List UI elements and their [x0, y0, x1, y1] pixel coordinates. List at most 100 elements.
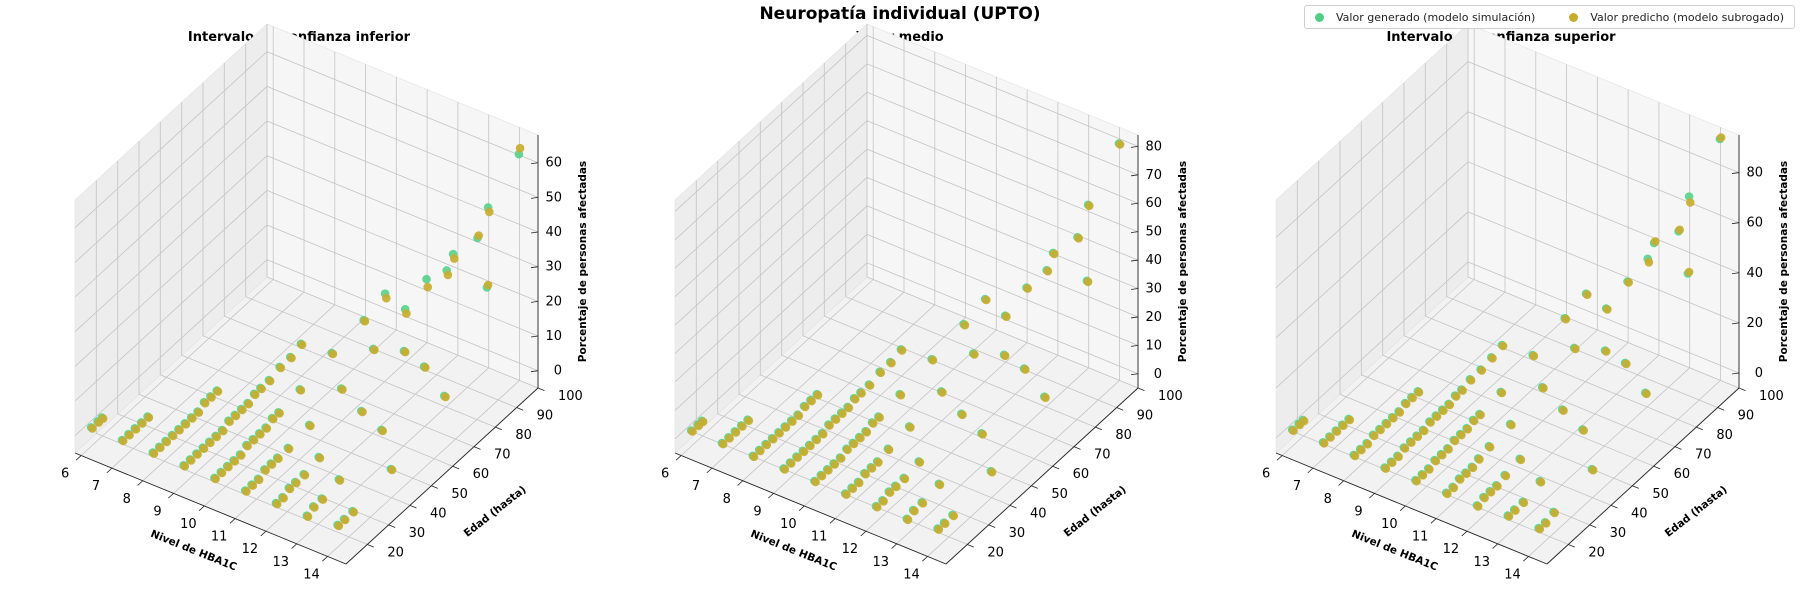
data-point: [1651, 237, 1660, 246]
data-point: [807, 396, 816, 406]
gridline-z: [674, 177, 1139, 354]
data-point: [856, 433, 865, 443]
legend: Valor generado (modelo simulación) Valor…: [1304, 5, 1796, 29]
data-point: [238, 405, 247, 415]
y-tick-label: 80: [1115, 428, 1132, 443]
gridline-y: [266, 24, 539, 389]
z-tick: [1130, 174, 1139, 177]
data-point: [915, 458, 925, 467]
y-axis-line: [945, 387, 1139, 565]
x-tick: [168, 493, 174, 499]
legend-marker-predicted: [1569, 12, 1579, 22]
data-point: [1443, 489, 1452, 499]
x-tick-label: 7: [92, 479, 100, 494]
data-point: [1507, 420, 1516, 430]
y-tick-label: 40: [430, 506, 447, 521]
data-point: [144, 413, 154, 422]
gridline-z: [1275, 261, 1740, 439]
data-point: [300, 470, 310, 480]
z-tick: [1130, 316, 1139, 319]
y-tick-label: 100: [1759, 389, 1784, 404]
data-point: [272, 499, 282, 509]
y-tick: [967, 544, 974, 548]
x-tick: [1307, 467, 1314, 474]
x-tick-label: 7: [692, 479, 700, 494]
data-point: [958, 410, 967, 420]
data-point: [825, 421, 834, 430]
data-point: [897, 346, 907, 355]
data-point: [515, 143, 525, 153]
x-tick: [106, 467, 113, 474]
data-point: [1504, 512, 1514, 521]
z-tick-label: 40: [1145, 253, 1162, 268]
data-point: [806, 441, 815, 451]
y-tick: [1568, 544, 1575, 548]
y-tick: [388, 524, 396, 528]
data-point: [1445, 400, 1455, 410]
y-tick: [1009, 504, 1017, 509]
data-point: [181, 420, 191, 429]
data-point: [756, 446, 765, 456]
data-point: [1455, 475, 1465, 484]
data-point: [896, 390, 906, 400]
z-tick: [530, 370, 539, 373]
data-point: [1541, 519, 1551, 528]
data-point: [1083, 277, 1093, 287]
data-point: [1536, 477, 1546, 487]
data-point: [1539, 383, 1548, 393]
data-point: [213, 387, 223, 396]
gridline-y: [117, 160, 389, 526]
x-tick-label: 11: [1412, 530, 1429, 545]
y-tick-label: 70: [1094, 448, 1111, 463]
z-tick-label: 60: [1746, 216, 1763, 231]
data-point: [918, 499, 928, 508]
legend-label-predicted: Valor predicho (modelo subrogado): [1590, 10, 1785, 24]
x-tick-label: 9: [153, 504, 161, 519]
data-point: [768, 434, 778, 444]
x-tick: [322, 556, 328, 562]
x-tick-label: 6: [61, 467, 69, 482]
x-tick-label: 11: [811, 530, 828, 545]
x-tick-label: 9: [1354, 504, 1362, 519]
data-point: [265, 376, 275, 386]
data-point: [885, 488, 895, 497]
data-point: [906, 423, 915, 432]
data-point: [744, 416, 754, 426]
z-tick: [1130, 145, 1139, 148]
data-point: [1462, 469, 1471, 479]
x-tick-label: 13: [872, 555, 889, 570]
y-tick: [431, 485, 438, 489]
gridline-z: [674, 120, 1139, 297]
data-point: [1408, 393, 1417, 403]
data-point: [838, 409, 847, 419]
z-tick-label: 80: [1145, 139, 1162, 154]
data-point: [1401, 399, 1411, 409]
data-point: [224, 462, 233, 472]
z-tick: [530, 266, 539, 269]
data-point: [387, 465, 397, 475]
data-point: [261, 466, 270, 475]
x-tick-label: 8: [1324, 492, 1332, 507]
y-tick-label: 100: [558, 389, 583, 404]
z-tick-label: 0: [1154, 367, 1162, 382]
z-tick-label: 10: [1145, 338, 1162, 353]
z-tick-label: 10: [545, 329, 562, 344]
data-point: [861, 469, 870, 479]
data-point: [887, 358, 896, 368]
x-tick: [706, 467, 713, 474]
data-point: [1041, 393, 1050, 403]
data-point: [1021, 365, 1030, 374]
gridline-z: [1275, 161, 1740, 339]
series-predicted: [1289, 133, 1726, 534]
data-point: [970, 350, 979, 359]
data-point: [236, 451, 246, 460]
data-point: [370, 345, 379, 355]
data-point: [987, 467, 997, 477]
data-point: [830, 460, 840, 469]
x-tick: [198, 505, 205, 512]
data-point: [831, 415, 841, 424]
data-point: [334, 521, 344, 531]
gridline-y: [866, 24, 1139, 389]
data-point: [794, 411, 804, 421]
gridline-y: [1382, 102, 1654, 467]
